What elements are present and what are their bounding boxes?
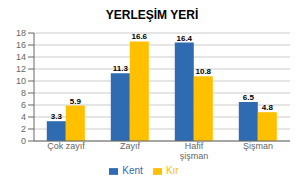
svg-text:12: 12	[16, 64, 26, 74]
svg-text:5.9: 5.9	[70, 97, 82, 106]
svg-text:16.6: 16.6	[132, 32, 148, 41]
svg-text:16: 16	[16, 40, 26, 50]
svg-text:Hafifşişman: Hafifşişman	[180, 141, 209, 161]
svg-text:4.8: 4.8	[262, 103, 274, 112]
svg-text:8: 8	[21, 88, 26, 98]
svg-text:11.3: 11.3	[113, 64, 129, 73]
svg-text:3.3: 3.3	[51, 112, 63, 121]
svg-text:10: 10	[16, 76, 26, 86]
svg-text:6: 6	[21, 100, 26, 110]
svg-text:6.5: 6.5	[243, 93, 255, 102]
svg-text:2: 2	[21, 124, 26, 134]
html-text:YERLEŞİM YERİ: YERLEŞİM YERİ	[105, 8, 199, 22]
html-text:Kır: Kır	[165, 165, 179, 176]
svg-text:18: 18	[16, 28, 26, 38]
svg-text:Şişman: Şişman	[243, 141, 273, 151]
svg-text:Zayıf: Zayıf	[120, 141, 141, 151]
svg-text:Çok zayıf: Çok zayıf	[47, 141, 85, 151]
svg-text:14: 14	[16, 52, 26, 62]
html-text:Kent: Kent	[122, 165, 143, 176]
svg-text:0: 0	[21, 136, 26, 146]
svg-text:4: 4	[21, 112, 26, 122]
svg-text:16.4: 16.4	[177, 34, 193, 43]
svg-text:10.8: 10.8	[196, 67, 212, 76]
